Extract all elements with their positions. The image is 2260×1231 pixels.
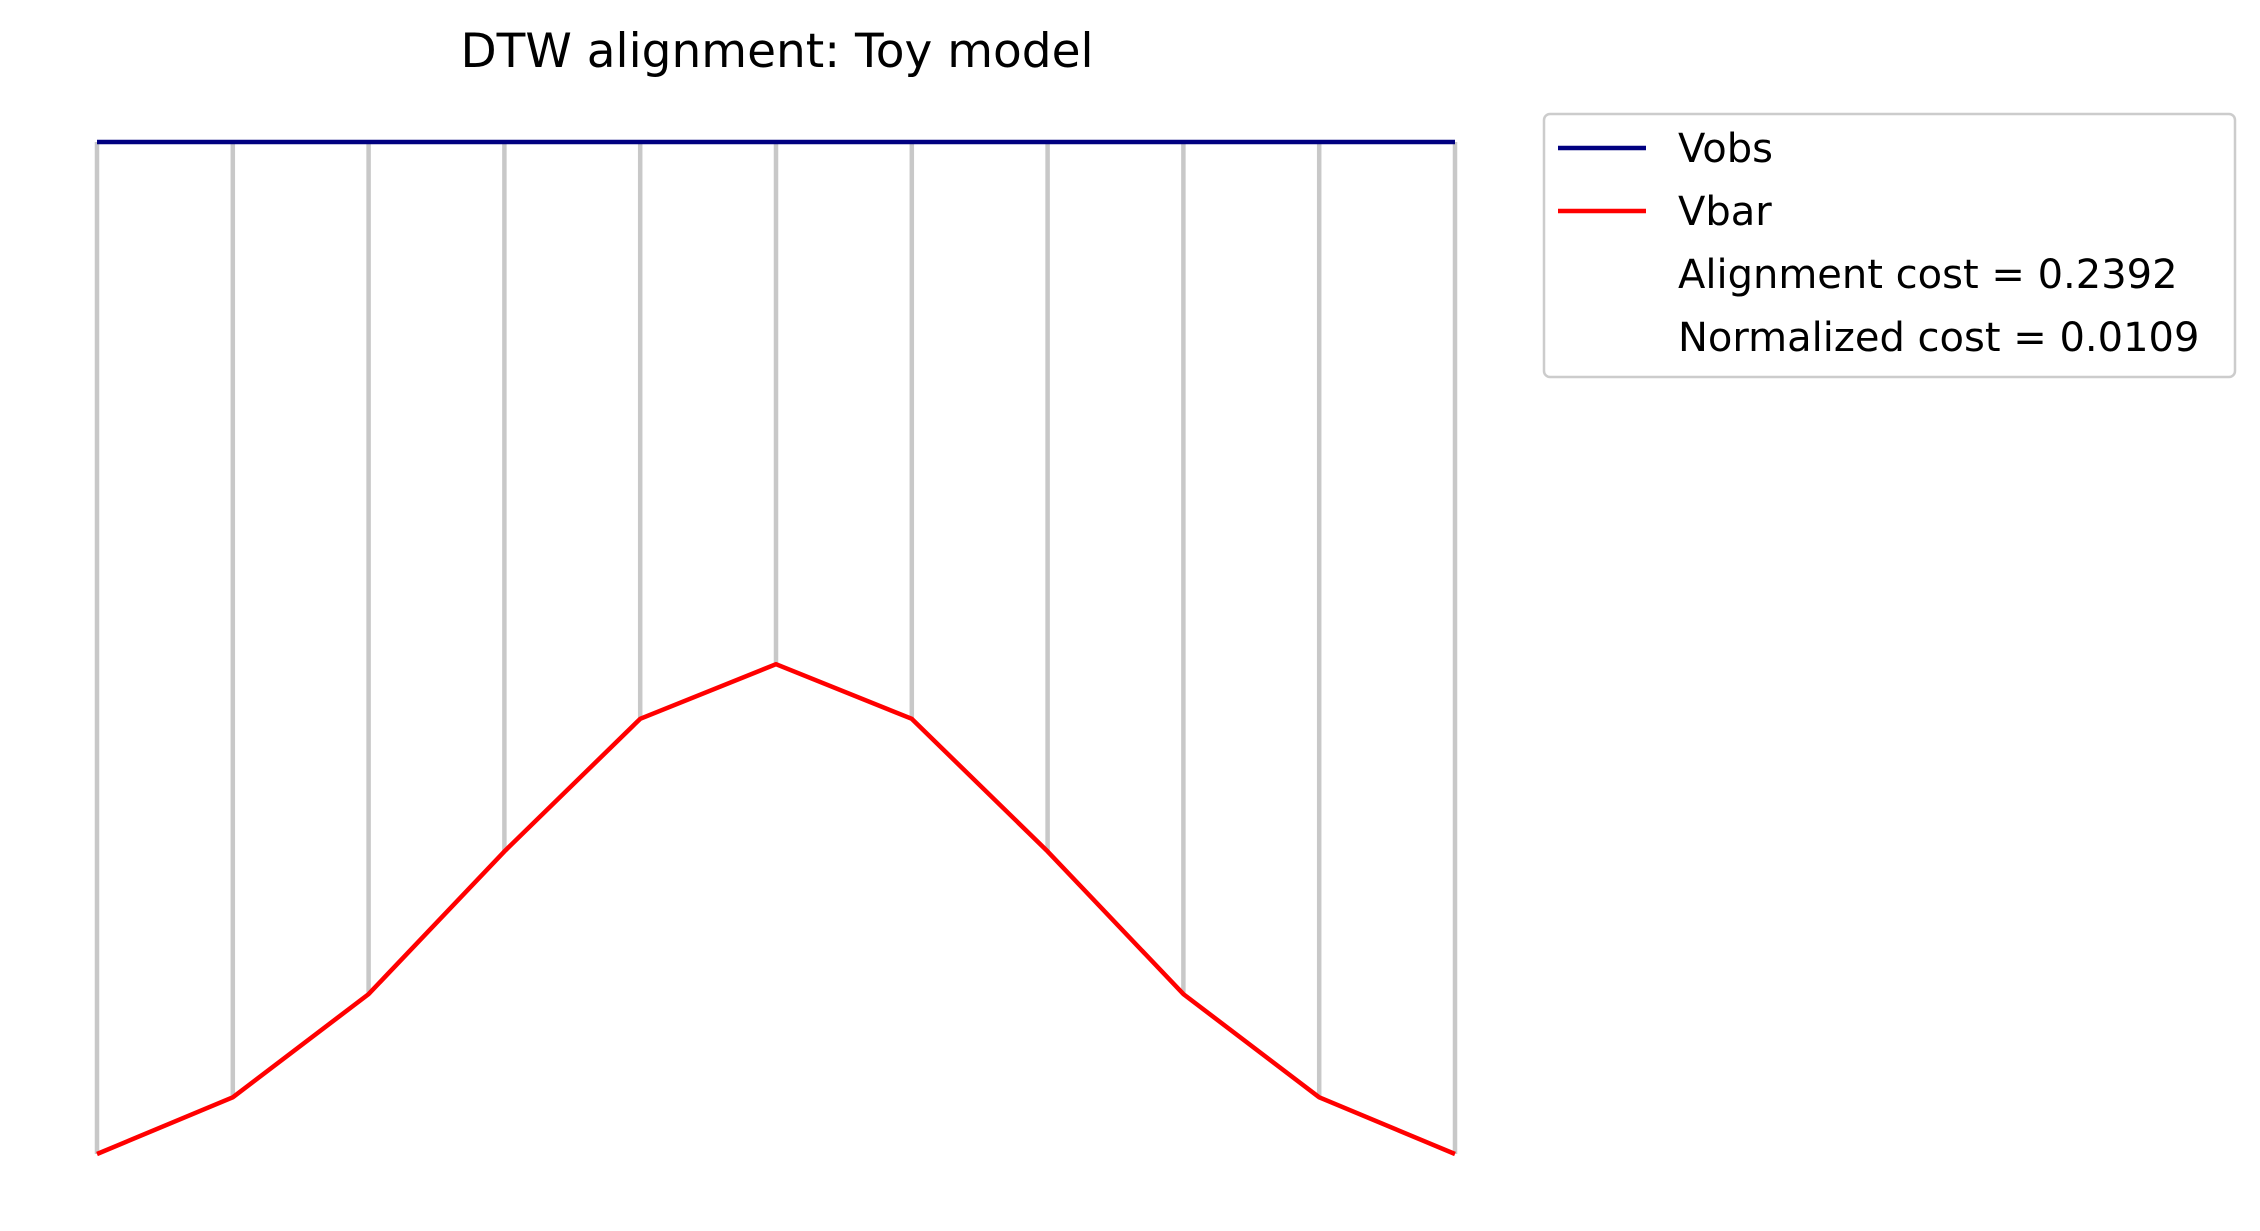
legend: Vobs Vbar Alignment cost = 0.2392 Normal… <box>1542 112 2237 379</box>
legend-label-vobs: Vobs <box>1678 126 1773 172</box>
chart-title: DTW alignment: Toy model <box>460 24 1093 79</box>
alignment-lines <box>94 142 1458 1154</box>
legend-box <box>1542 112 2237 379</box>
legend-alignment-cost: Alignment cost = 0.2392 <box>1678 252 2178 298</box>
series-line-vbar <box>96 661 1456 1157</box>
legend-normalized-cost: Normalized cost = 0.0109 <box>1678 315 2199 361</box>
series-lines <box>96 139 1456 1157</box>
legend-label-vbar: Vbar <box>1678 189 1772 235</box>
